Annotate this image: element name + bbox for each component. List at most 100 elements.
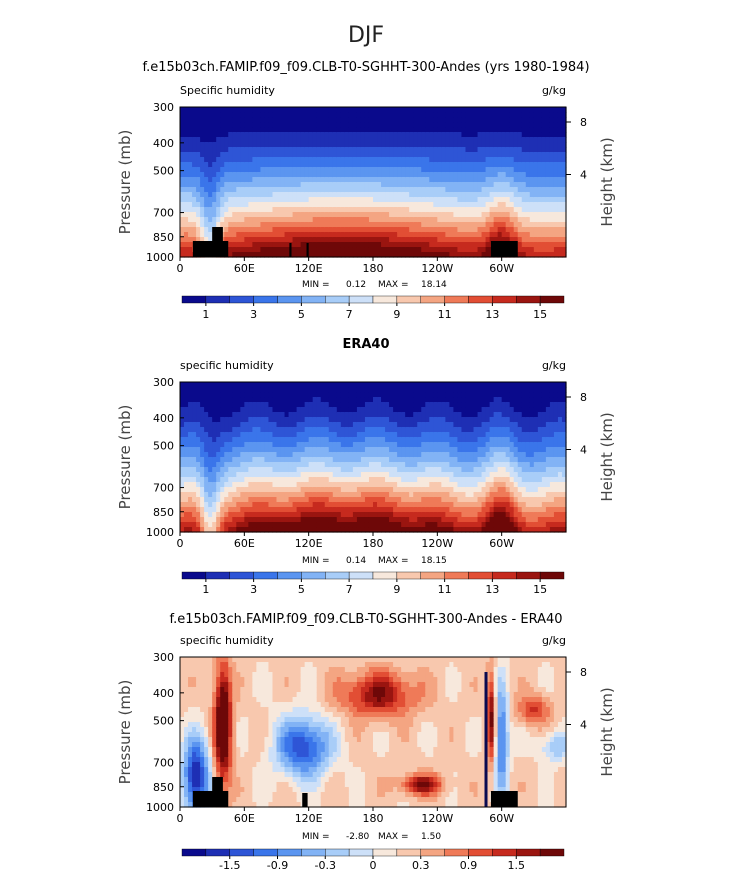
- heatmap-cell: [533, 252, 539, 258]
- heatmap-cell: [240, 507, 245, 513]
- heatmap-cell: [397, 232, 402, 238]
- heatmap-cell: [292, 467, 298, 473]
- heatmap-cell: [336, 142, 342, 148]
- heatmap-cell: [256, 207, 262, 213]
- heatmap-cell: [240, 452, 245, 458]
- heatmap-cell: [545, 157, 551, 163]
- heatmap-cell: [280, 462, 286, 468]
- y2-axis-title: Height (km): [598, 137, 616, 226]
- heatmap-cell: [377, 502, 382, 508]
- heatmap-cell: [268, 217, 274, 223]
- heatmap-cell: [300, 142, 306, 148]
- heatmap-cell: [264, 182, 270, 188]
- heatmap-cell: [397, 497, 402, 503]
- heatmap-cell: [393, 207, 398, 213]
- heatmap-cell: [324, 237, 330, 243]
- heatmap-cell: [316, 202, 322, 208]
- heatmap-cell: [256, 482, 262, 488]
- heatmap-cell: [360, 147, 366, 153]
- heatmap-cell: [348, 462, 354, 468]
- heatmap-cell: [413, 522, 418, 528]
- heatmap-cell: [240, 477, 245, 483]
- heatmap-cell: [393, 522, 398, 528]
- heatmap-cell: [300, 502, 306, 508]
- heatmap-cell: [256, 232, 262, 238]
- heatmap-cell: [513, 137, 519, 143]
- heatmap-cell: [300, 397, 306, 403]
- heatmap-cell: [501, 237, 507, 243]
- heatmap-cell: [513, 202, 519, 208]
- heatmap-cell: [280, 482, 286, 488]
- heatmap-cell: [360, 107, 366, 113]
- heatmap-cell: [264, 252, 270, 258]
- heatmap-cell: [409, 512, 414, 518]
- heatmap-cell: [356, 127, 362, 133]
- heatmap-cell: [549, 227, 555, 233]
- heatmap-cell: [332, 482, 338, 488]
- heatmap-cell: [272, 477, 278, 483]
- heatmap-cell: [385, 152, 390, 158]
- heatmap-cell: [405, 497, 410, 503]
- heatmap-cell: [256, 177, 262, 183]
- heatmap-cell: [417, 447, 422, 453]
- heatmap-cell: [356, 247, 362, 253]
- heatmap-cell: [312, 467, 318, 473]
- heatmap-cell: [248, 212, 253, 218]
- heatmap-cell: [425, 442, 430, 448]
- heatmap-cell: [232, 157, 237, 163]
- heatmap-cell: [517, 232, 523, 238]
- heatmap-cell: [304, 237, 310, 243]
- heatmap-cell: [332, 462, 338, 468]
- heatmap-cell: [437, 407, 442, 413]
- heatmap-cell: [425, 492, 430, 498]
- heatmap-cell: [409, 417, 414, 423]
- heatmap-cell: [328, 437, 334, 443]
- heatmap-cell: [453, 172, 459, 178]
- heatmap-cell: [360, 237, 366, 243]
- heatmap-cell: [417, 487, 422, 493]
- heatmap-cell: [288, 122, 294, 128]
- heatmap-cell: [417, 512, 422, 518]
- heatmap-cell: [393, 237, 398, 243]
- heatmap-cell: [292, 142, 298, 148]
- heatmap-cell: [228, 112, 233, 118]
- heatmap-cell: [200, 407, 205, 413]
- heatmap-cell: [389, 202, 394, 208]
- heatmap-cell: [389, 412, 394, 418]
- heatmap-cell: [340, 497, 346, 503]
- heatmap-cell: [433, 132, 438, 138]
- heatmap-cell: [429, 522, 434, 528]
- heatmap-cell: [377, 182, 382, 188]
- heatmap-cell: [196, 162, 201, 168]
- heatmap-cell: [469, 242, 475, 248]
- heatmap-cell: [336, 402, 342, 408]
- heatmap-cell: [180, 517, 185, 523]
- heatmap-cell: [449, 142, 455, 148]
- heatmap-cell: [429, 502, 434, 508]
- heatmap-cell: [180, 172, 185, 178]
- heatmap-cell: [228, 432, 233, 438]
- heatmap-cell: [332, 237, 338, 243]
- heatmap-cell: [228, 482, 233, 488]
- heatmap-cell: [188, 472, 193, 478]
- heatmap-cell: [493, 127, 499, 133]
- heatmap-cell: [304, 502, 310, 508]
- heatmap-cell: [417, 462, 422, 468]
- heatmap-cell: [212, 482, 217, 488]
- heatmap-cell: [296, 182, 302, 188]
- heatmap-cell: [385, 192, 390, 198]
- heatmap-cell: [192, 197, 197, 203]
- heatmap-cell: [208, 417, 213, 423]
- heatmap-cell: [356, 182, 362, 188]
- heatmap-cell: [465, 127, 471, 133]
- heatmap-cell: [336, 122, 342, 128]
- heatmap-cell: [473, 132, 479, 138]
- heatmap-cell: [437, 527, 442, 533]
- heatmap-cell: [377, 237, 382, 243]
- heatmap-cell: [481, 142, 487, 148]
- heatmap-cell: [220, 162, 225, 168]
- heatmap-cell: [449, 162, 455, 168]
- heatmap-cell: [268, 137, 274, 143]
- heatmap-cell: [493, 107, 499, 113]
- heatmap-cell: [489, 237, 495, 243]
